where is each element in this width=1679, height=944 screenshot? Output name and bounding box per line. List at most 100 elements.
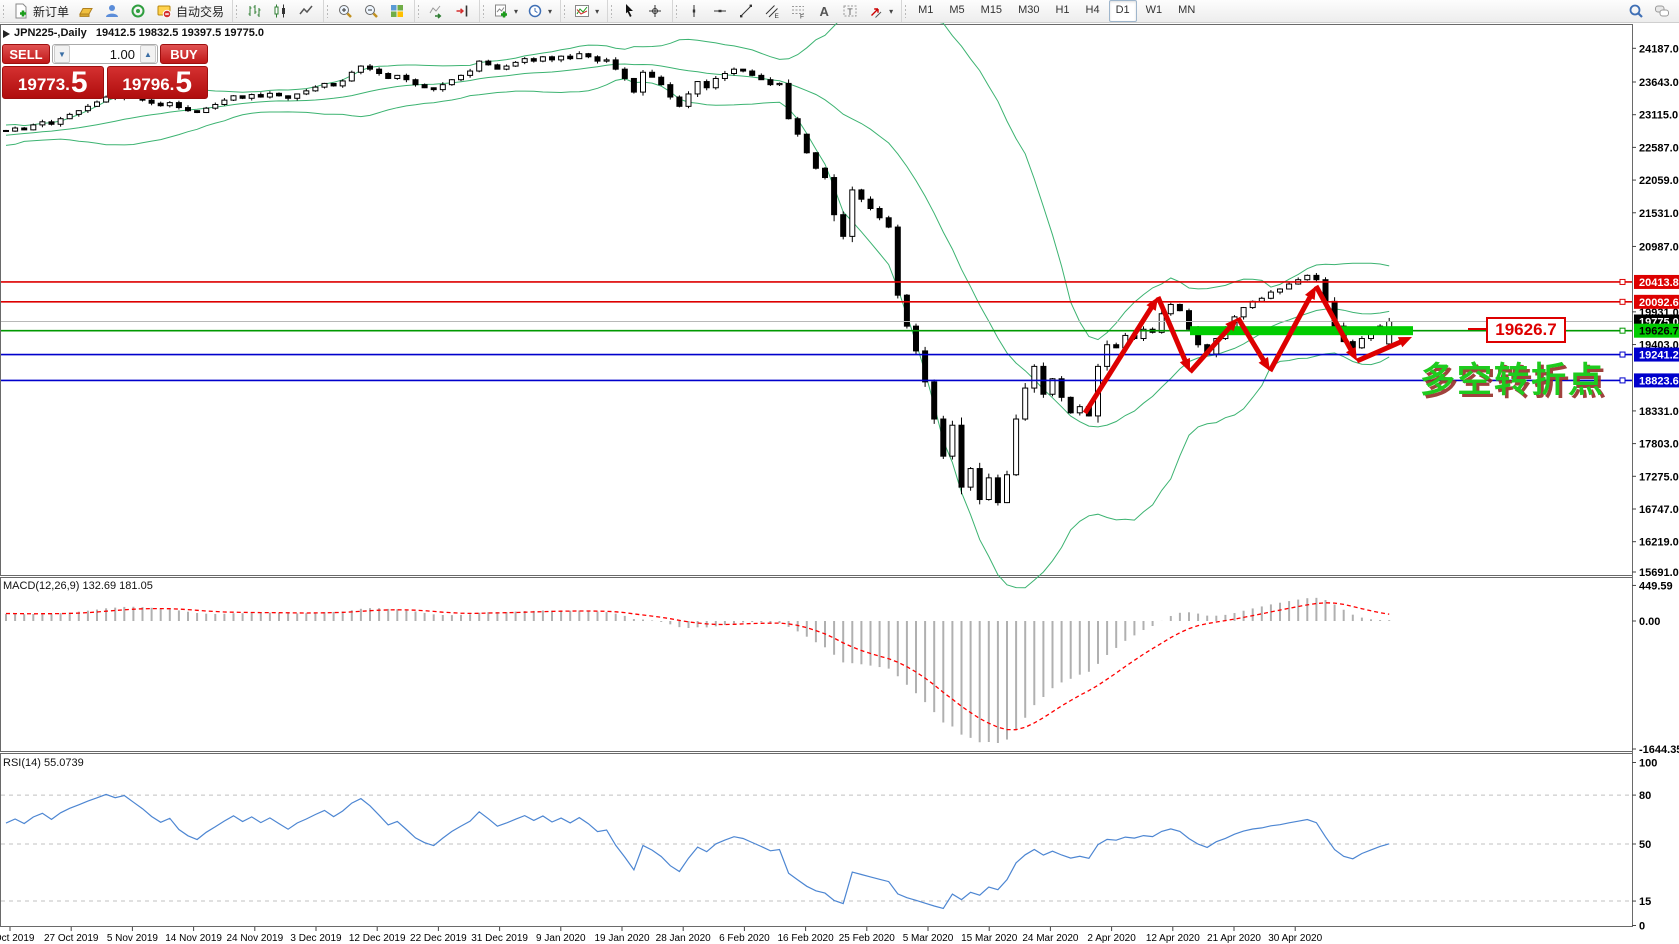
buy-price[interactable]: 19796. 5 bbox=[106, 66, 208, 99]
sell-button[interactable]: SELL bbox=[2, 44, 50, 64]
signal-icon bbox=[129, 3, 147, 20]
candlestick-button[interactable] bbox=[267, 0, 293, 22]
date-label: 2 Apr 2020 bbox=[1087, 933, 1136, 944]
tf-m15[interactable]: M15 bbox=[980, 4, 1003, 16]
new-order-icon bbox=[12, 3, 30, 20]
volume-increase-icon[interactable]: ▲ bbox=[140, 45, 156, 63]
crosshair-icon bbox=[646, 3, 664, 20]
axis-tick-label: 20987.0 bbox=[1639, 241, 1679, 253]
axis-tick-label: 17803.0 bbox=[1639, 439, 1679, 451]
autotrade-button[interactable]: 自动交易 bbox=[151, 0, 228, 22]
buy-price-pip: 5 bbox=[175, 66, 193, 99]
clock-icon bbox=[526, 3, 544, 20]
macd-values: 132.69 181.05 bbox=[82, 580, 153, 592]
tile-windows-button[interactable] bbox=[384, 0, 410, 22]
axis-tick-label: 18331.0 bbox=[1639, 406, 1679, 418]
date-label: 5 Mar 2020 bbox=[903, 933, 954, 944]
date-label: 12 Apr 2020 bbox=[1146, 933, 1200, 944]
text-label-icon: T bbox=[841, 3, 859, 20]
community-button[interactable] bbox=[99, 0, 125, 22]
chat-icon[interactable] bbox=[1653, 3, 1671, 20]
volume-stepper[interactable]: ▼ 1.00 ▲ bbox=[52, 44, 158, 64]
cursor-button[interactable] bbox=[616, 0, 642, 22]
equidistant-channel-button[interactable]: E bbox=[759, 0, 785, 22]
new-chart-button[interactable]: ▾ bbox=[488, 0, 522, 22]
auto-scroll-button[interactable] bbox=[423, 0, 449, 22]
zoom-in-button[interactable] bbox=[332, 0, 358, 22]
indicators-button[interactable]: ▾ bbox=[569, 0, 603, 22]
axis-tick-label: 17275.0 bbox=[1639, 471, 1679, 483]
bar-chart-button[interactable] bbox=[241, 0, 267, 22]
text-label-button[interactable]: T bbox=[837, 0, 863, 22]
autotrade-label: 自动交易 bbox=[176, 4, 225, 19]
text-button[interactable]: A bbox=[811, 0, 837, 22]
toolbar-group-chart-type bbox=[232, 0, 323, 22]
tf-mn[interactable]: MN bbox=[1178, 4, 1196, 16]
collapse-arrow-icon[interactable] bbox=[3, 30, 10, 38]
new-order-label: 新订单 bbox=[33, 4, 70, 19]
axis-tick-label: 23115.0 bbox=[1639, 110, 1678, 122]
arrows-button[interactable]: ▾ bbox=[863, 0, 897, 22]
trendline-icon bbox=[737, 3, 755, 20]
tf-w1[interactable]: W1 bbox=[1145, 4, 1163, 16]
new-order-button[interactable]: 新订单 bbox=[8, 0, 73, 22]
rsi-indicator-label: RSI(14) 55.0739 bbox=[3, 757, 84, 769]
date-label: 12 Dec 2019 bbox=[349, 933, 406, 944]
axis-tick-label: 24187.0 bbox=[1639, 43, 1679, 55]
tf-d1[interactable]: D1 bbox=[1108, 0, 1137, 22]
signals-button[interactable] bbox=[125, 0, 151, 22]
buy-button[interactable]: BUY bbox=[160, 44, 208, 64]
level-annotation-box[interactable]: 19626.7 bbox=[1486, 317, 1566, 343]
profiles-button[interactable]: ▾ bbox=[522, 0, 556, 22]
date-label: 16 Feb 2020 bbox=[778, 933, 835, 944]
search-icon[interactable] bbox=[1627, 3, 1645, 20]
volume-decrease-icon[interactable]: ▼ bbox=[54, 45, 70, 63]
line-chart-icon bbox=[297, 3, 315, 20]
gold-ingot-icon bbox=[77, 3, 95, 20]
volume-value[interactable]: 1.00 bbox=[109, 46, 135, 62]
toolbar-group-new-chart: ▾ ▾ bbox=[479, 0, 560, 22]
zoom-out-icon bbox=[362, 3, 380, 20]
turning-point-annotation[interactable]: 多空转折点 bbox=[1420, 361, 1606, 400]
horizontal-line-button[interactable] bbox=[707, 0, 733, 22]
new-chart-icon bbox=[492, 3, 510, 20]
tf-m30[interactable]: M30 bbox=[1018, 4, 1040, 16]
zoom-in-icon bbox=[336, 3, 354, 20]
tf-m5[interactable]: M5 bbox=[949, 4, 965, 16]
toolbar-group-scroll bbox=[414, 0, 479, 22]
chart-ohlc: 19412.5 19832.5 19397.5 19775.0 bbox=[95, 27, 265, 39]
tf-m1[interactable]: M1 bbox=[918, 4, 934, 16]
tf-h1[interactable]: H1 bbox=[1055, 4, 1070, 16]
line-chart-button[interactable] bbox=[293, 0, 319, 22]
date-label: 5 Nov 2019 bbox=[107, 933, 159, 944]
gold-button[interactable] bbox=[73, 0, 99, 22]
chart-shift-button[interactable] bbox=[449, 0, 475, 22]
crosshair-button[interactable] bbox=[642, 0, 668, 22]
axis-tick-label: 21531.0 bbox=[1639, 208, 1679, 220]
tf-h4[interactable]: H4 bbox=[1085, 4, 1100, 16]
horizontal-level-lines[interactable] bbox=[1, 278, 1632, 384]
chart-symbol: JPN225-,Daily bbox=[14, 27, 87, 39]
support-zone-bar[interactable] bbox=[1190, 326, 1413, 336]
trendline-button[interactable] bbox=[733, 0, 759, 22]
date-label: 27 Oct 2019 bbox=[44, 933, 99, 944]
svg-text:A: A bbox=[820, 4, 830, 19]
toolbar-group-trade: 新订单 自动交易 bbox=[0, 0, 232, 22]
rsi-axis-label: 80 bbox=[1639, 790, 1651, 802]
trend-zigzag-arrows[interactable] bbox=[1082, 284, 1412, 415]
zoom-out-button[interactable] bbox=[358, 0, 384, 22]
vertical-line-button[interactable] bbox=[681, 0, 707, 22]
sell-price[interactable]: 19773. 5 bbox=[2, 66, 104, 99]
axis-tick-label: 15691.0 bbox=[1639, 567, 1679, 579]
bar-chart-icon bbox=[245, 3, 263, 20]
buy-price-int: 19796. bbox=[122, 75, 175, 94]
fibonacci-button[interactable]: F bbox=[785, 0, 811, 22]
panel-frames bbox=[0, 24, 1633, 927]
date-axis: 7 Oct 2019 27 Oct 2019 5 Nov 2019 14 Nov 20… bbox=[0, 927, 1323, 944]
axis-tick-label: 16747.0 bbox=[1639, 504, 1679, 516]
cursor-icon bbox=[620, 3, 638, 20]
date-label: 19 Jan 2020 bbox=[594, 933, 649, 944]
toolbar-group-timeframes: M1 M5 M15 M30 H1 H4 D1 W1 MN bbox=[901, 0, 1207, 22]
date-label: 24 Mar 2020 bbox=[1022, 933, 1079, 944]
